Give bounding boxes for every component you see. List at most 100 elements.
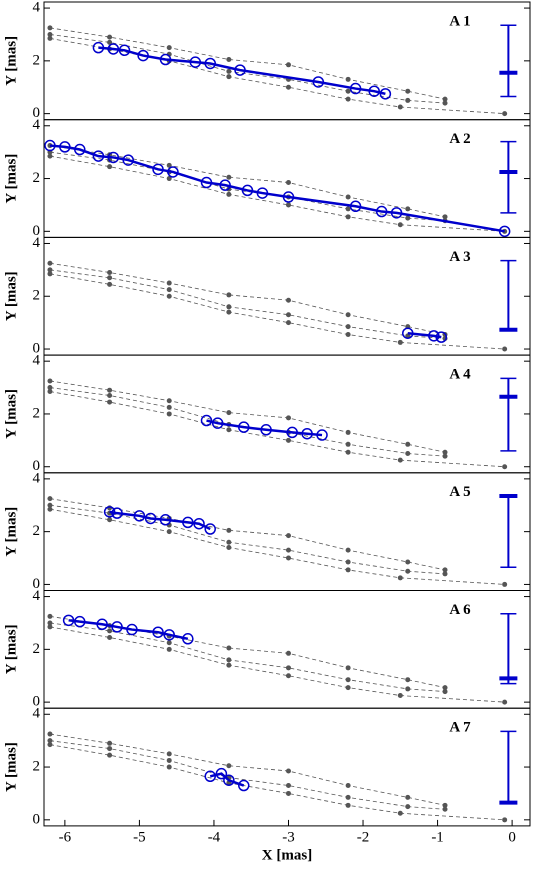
background-point [166, 280, 172, 286]
panel-label: A 5 [449, 484, 470, 500]
background-point [166, 757, 172, 763]
panel-label: A 3 [449, 249, 470, 265]
track-point [92, 41, 105, 54]
track-line [68, 619, 189, 641]
background-point [107, 399, 113, 405]
background-track [49, 155, 505, 232]
x-tick-label: 0 [508, 829, 516, 845]
background-point [47, 742, 53, 748]
background-point [345, 547, 351, 553]
background-point [166, 529, 172, 535]
y-tick-label: 0 [33, 576, 41, 592]
track-point [144, 512, 157, 525]
track-point [189, 56, 202, 68]
background-point [345, 449, 351, 455]
track-point [238, 779, 250, 792]
track-point [301, 427, 313, 440]
track-point [256, 187, 269, 199]
background-point [285, 312, 291, 318]
track-point [312, 76, 325, 88]
track-point [74, 143, 86, 156]
track-point [428, 330, 440, 342]
background-point [166, 293, 172, 299]
track-point [163, 629, 175, 641]
track-point [211, 417, 224, 429]
track-point [368, 85, 380, 97]
background-point [285, 84, 291, 90]
track-point [390, 207, 403, 219]
background-point [397, 104, 403, 110]
background-track [49, 733, 446, 806]
frame [43, 707, 531, 827]
background-point [405, 88, 411, 94]
background-point [47, 389, 53, 395]
background-track [49, 262, 446, 335]
y-tick-label: 2 [33, 523, 41, 539]
panel-label: A 2 [449, 131, 470, 147]
y-axis-label: Y [mas] [3, 154, 19, 204]
y-tick-label: 0 [33, 340, 41, 356]
track-point [200, 176, 213, 189]
background-point [285, 790, 291, 796]
background-point [345, 802, 351, 808]
background-point [47, 496, 53, 502]
track-point [223, 774, 235, 786]
track-point [375, 205, 388, 218]
background-point [107, 387, 113, 393]
y-axis-label: Y [mas] [3, 36, 19, 86]
background-point [47, 506, 53, 512]
background-point [226, 662, 232, 668]
background-point [442, 802, 448, 808]
background-track [49, 744, 505, 821]
background-track [49, 269, 446, 339]
background-point [226, 292, 232, 298]
y-tick-label: 2 [33, 52, 41, 68]
y-tick-label: 2 [33, 288, 41, 304]
background-point [166, 287, 172, 293]
background-point [226, 527, 232, 533]
background-point [107, 275, 113, 281]
background-point [47, 502, 53, 508]
background-point [345, 794, 351, 800]
background-point [166, 764, 172, 770]
y-axis-label: Y [mas] [3, 507, 19, 557]
background-point [405, 568, 411, 574]
background-point [285, 320, 291, 326]
background-point [442, 453, 448, 459]
background-point [226, 657, 232, 663]
y-tick-label: 2 [33, 405, 41, 421]
background-point [107, 752, 113, 758]
y-tick-label: 4 [33, 706, 41, 722]
track-point [435, 331, 448, 343]
background-point [226, 74, 232, 80]
background-point [405, 206, 411, 212]
background-point [107, 392, 113, 398]
background-point [285, 180, 291, 186]
background-point [345, 324, 351, 330]
track-point [379, 88, 392, 100]
background-point [405, 804, 411, 810]
x-tick-label: -3 [282, 829, 295, 845]
background-point [442, 571, 448, 577]
track-point [215, 767, 228, 780]
background-point [226, 309, 232, 315]
background-track [49, 504, 446, 575]
track-point [316, 429, 328, 441]
background-point [107, 39, 113, 45]
background-point [345, 214, 351, 220]
background-track [49, 27, 446, 100]
background-point [226, 191, 232, 197]
background-point [226, 427, 232, 433]
background-point [226, 544, 232, 550]
background-point [397, 693, 403, 699]
background-point [47, 731, 53, 737]
panel: 0 2 4 Y [mas] A 1 [3, 0, 531, 121]
background-track [49, 145, 446, 218]
background-point [47, 25, 53, 31]
track-point [122, 154, 134, 166]
background-point [502, 817, 508, 823]
track-point [241, 184, 254, 197]
background-point [47, 260, 53, 266]
background-point [345, 429, 351, 435]
track-point [349, 82, 362, 95]
